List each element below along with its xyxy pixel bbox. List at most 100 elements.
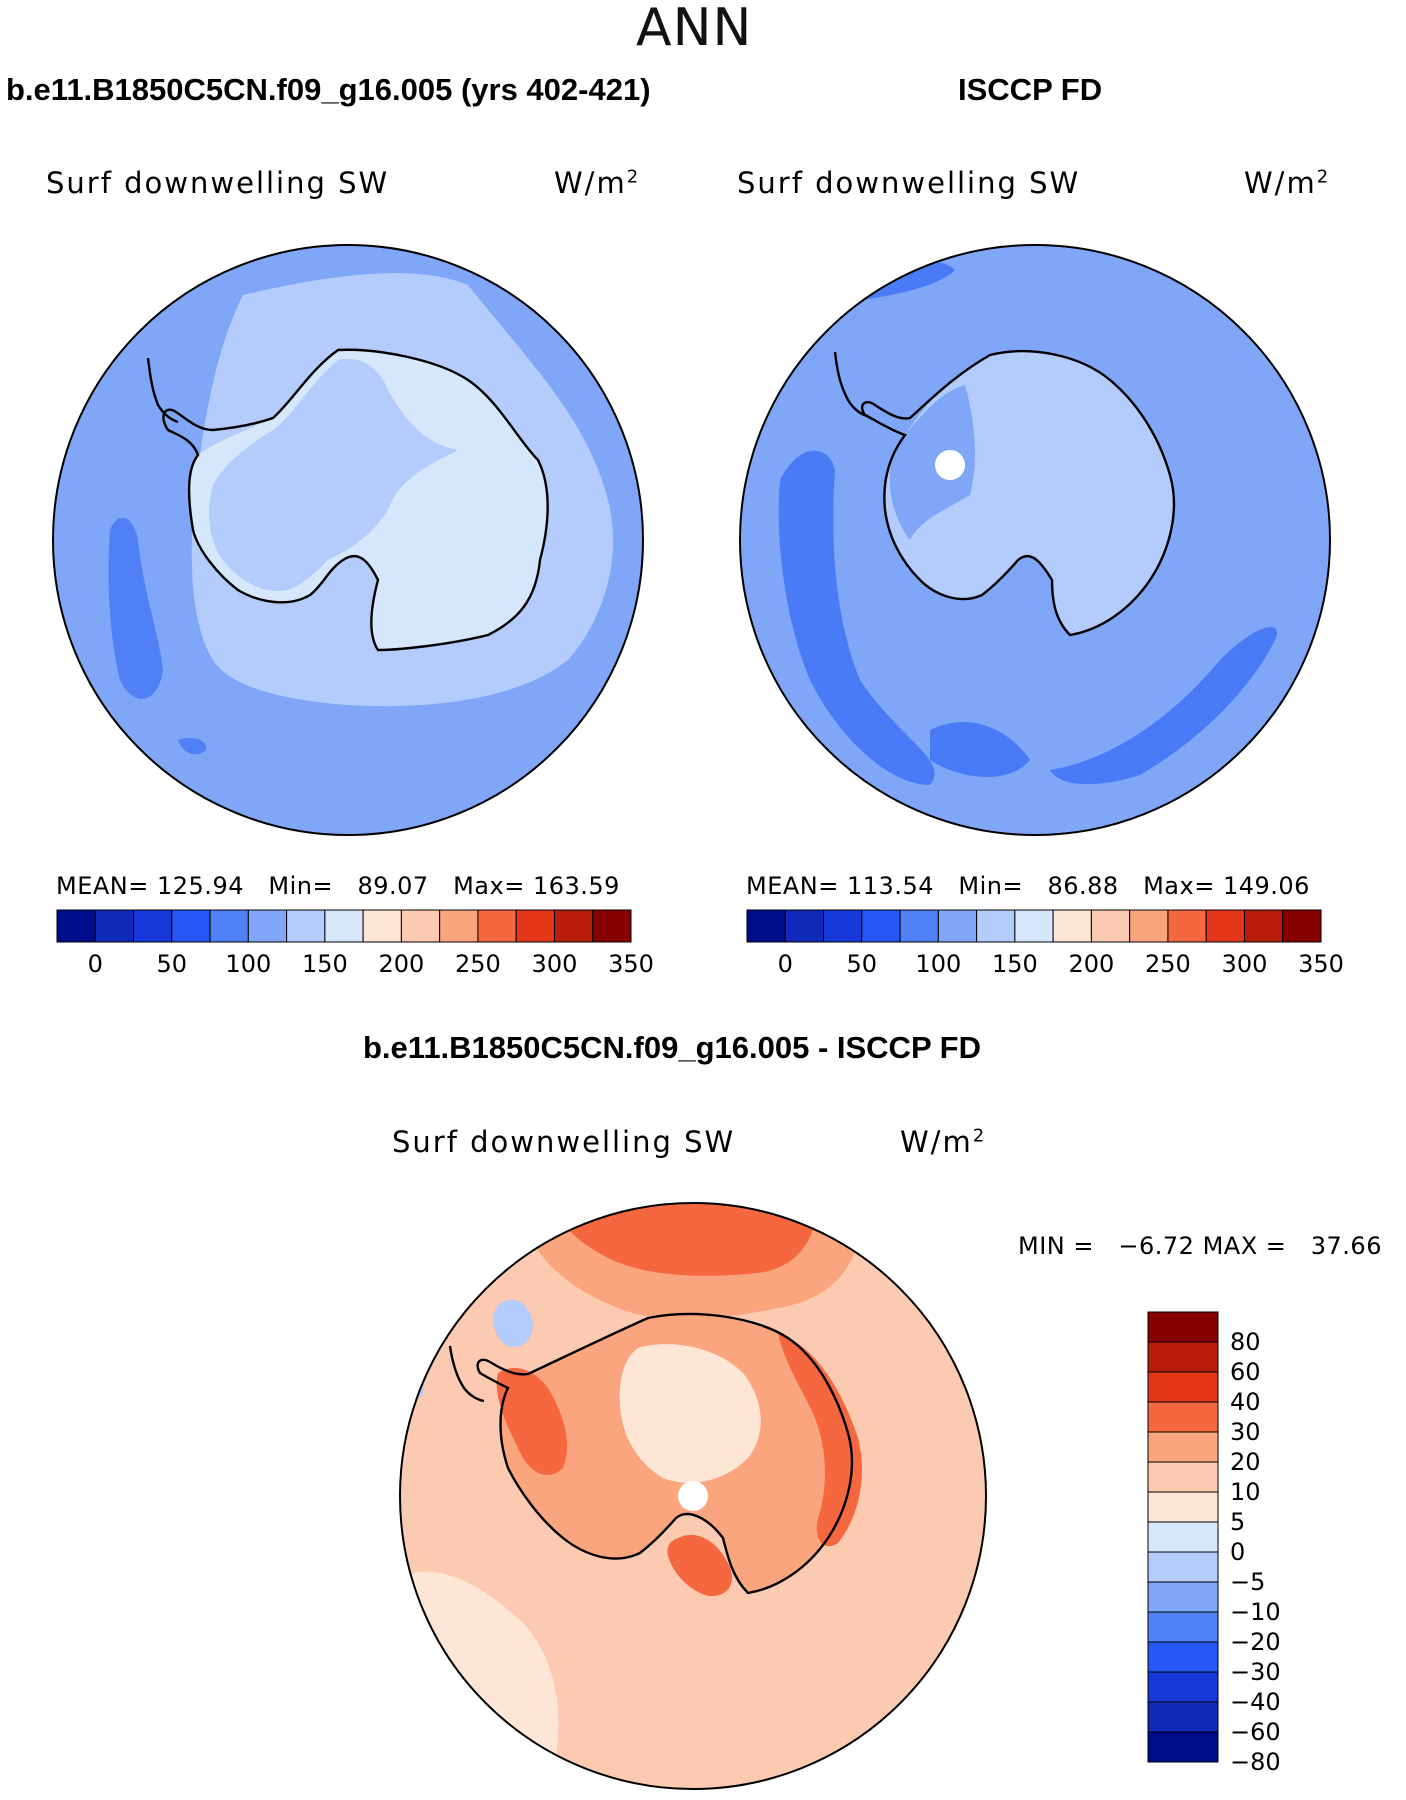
colorbar-tick-label: 300: [531, 950, 578, 978]
colorbar-tick-label: 10: [1230, 1478, 1261, 1506]
obs-mean-label: MEAN=: [746, 872, 839, 900]
colorbar-tick-label: 30: [1230, 1418, 1261, 1446]
colorbar-tick-label: 200: [378, 950, 425, 978]
diff-colorbar: [1147, 1311, 1219, 1763]
model-case-title: b.e11.B1850C5CN.f09_g16.005 (yrs 402-421…: [6, 72, 651, 107]
colorbar-swatch: [1014, 909, 1054, 943]
colorbar-tick-label: −10: [1230, 1598, 1281, 1626]
obs-min-label: Min=: [958, 872, 1024, 900]
colorbar-tick-label: 150: [991, 950, 1038, 978]
colorbar-swatch: [592, 909, 632, 943]
diff-units-exponent: 2: [972, 1125, 987, 1147]
colorbar-tick-label: 250: [1145, 950, 1191, 978]
obs-variable-label: Surf downwelling SW: [737, 166, 1081, 200]
colorbar-swatch: [1090, 909, 1131, 943]
colorbar-swatch: [1129, 909, 1169, 943]
colorbar-swatch: [362, 909, 402, 943]
colorbar-tick-label: −40: [1230, 1688, 1281, 1716]
colorbar-swatch: [823, 909, 863, 943]
colorbar-swatch: [553, 909, 594, 943]
colorbar-swatch: [1147, 1491, 1219, 1523]
colorbar-tick-label: 100: [915, 950, 962, 978]
obs-colorbar: [746, 909, 1322, 943]
colorbar-swatch: [439, 909, 479, 943]
colorbar-swatch: [1147, 1371, 1219, 1403]
colorbar-swatch: [1167, 909, 1207, 943]
obs-max-label: Max=: [1143, 872, 1215, 900]
colorbar-swatch: [286, 909, 326, 943]
colorbar-swatch: [746, 909, 786, 943]
colorbar-tick-label: −30: [1230, 1658, 1281, 1686]
model-antarctica-coastline: [162, 348, 549, 652]
model-units-text: W/m: [554, 166, 627, 200]
diff-antarctica-coastline: [476, 1312, 854, 1595]
colorbar-tick-label: 50: [846, 950, 878, 978]
diff-units-text: W/m: [900, 1125, 973, 1159]
colorbar-tick-label: 5: [1230, 1508, 1246, 1536]
colorbar-swatch: [515, 909, 555, 943]
obs-pole-hole: [935, 450, 965, 480]
obs-peninsula-coastline: [833, 351, 869, 418]
model-min-label: Min=: [268, 872, 334, 900]
colorbar-swatch: [1147, 1671, 1219, 1703]
obs-polar-map: [739, 244, 1331, 836]
diff-max-label: MAX =: [1202, 1232, 1287, 1260]
colorbar-swatch: [937, 909, 978, 943]
season-title: ANN: [636, 0, 753, 58]
colorbar-swatch: [1147, 1311, 1219, 1343]
model-mean-value: 125.94: [157, 872, 244, 900]
diff-peninsula-coastline: [448, 1345, 485, 1403]
model-max-label: Max=: [453, 872, 525, 900]
diff-cool-patch-north: [492, 1299, 533, 1347]
diff-strong-coast-south: [667, 1534, 732, 1597]
colorbar-swatch: [976, 909, 1016, 943]
colorbar-tick-label: 200: [1068, 950, 1115, 978]
model-mean-label: MEAN=: [56, 872, 149, 900]
obs-max-value: 149.06: [1222, 872, 1310, 900]
diff-min-value: −6.72: [1118, 1232, 1195, 1260]
colorbar-swatch: [1147, 1551, 1219, 1583]
colorbar-swatch: [1147, 1401, 1219, 1433]
diff-map-border: [399, 1202, 987, 1790]
model-units-exponent: 2: [626, 166, 641, 188]
colorbar-swatch: [247, 909, 288, 943]
obs-units-text: W/m: [1244, 166, 1317, 200]
model-weak-patch-south: [178, 738, 207, 755]
diff-units-label: W/m2: [900, 1125, 986, 1159]
model-map-border: [52, 244, 644, 836]
colorbar-tick-label: 350: [1298, 950, 1344, 978]
model-weak-patch-west: [108, 517, 163, 699]
model-variable-label: Surf downwelling SW: [46, 166, 390, 200]
colorbar-swatch: [1147, 1341, 1219, 1373]
colorbar-swatch: [899, 909, 939, 943]
diff-min-label: MIN =: [1018, 1232, 1094, 1260]
diff-max-value: 37.66: [1310, 1232, 1382, 1260]
diff-variable-label: Surf downwelling SW: [392, 1125, 736, 1159]
diff-minmax: MIN = −6.72 MAX = 37.66: [1018, 1232, 1382, 1260]
model-units-label: W/m2: [554, 166, 640, 200]
colorbar-tick-label: 20: [1230, 1448, 1261, 1476]
colorbar-swatch: [1052, 909, 1092, 943]
colorbar-swatch: [1147, 1611, 1219, 1643]
colorbar-swatch: [1147, 1641, 1219, 1673]
colorbar-swatch: [400, 909, 441, 943]
colorbar-swatch: [784, 909, 825, 943]
diff-pale-interior: [619, 1344, 761, 1483]
diff-pole-hole: [678, 1481, 708, 1511]
obs-west-antarctica-field: [889, 385, 975, 540]
colorbar-swatch: [324, 909, 364, 943]
colorbar-swatch: [1147, 1521, 1219, 1553]
colorbar-tick-label: 40: [1230, 1388, 1261, 1416]
obs-min-value: 86.88: [1047, 872, 1119, 900]
colorbar-tick-label: 250: [455, 950, 501, 978]
colorbar-swatch: [861, 909, 901, 943]
obs-map-border: [739, 244, 1331, 836]
colorbar-tick-label: 300: [1221, 950, 1268, 978]
colorbar-tick-label: 80: [1230, 1328, 1261, 1356]
colorbar-tick-label: 150: [301, 950, 348, 978]
colorbar-tick-label: 100: [225, 950, 272, 978]
colorbar-tick-label: 0: [87, 950, 103, 978]
model-min-value: 89.07: [357, 872, 429, 900]
colorbar-tick-label: 50: [156, 950, 188, 978]
diff-polar-map: [399, 1202, 987, 1790]
